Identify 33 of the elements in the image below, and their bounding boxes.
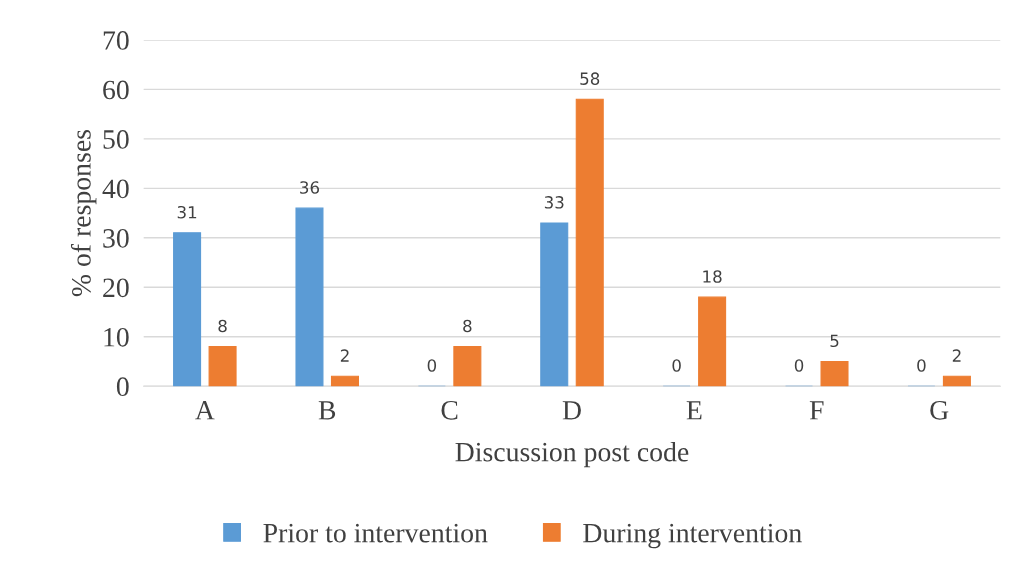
x-tick-label: C [441,400,458,420]
data-label: 2 [340,349,349,362]
data-label: 0 [794,359,804,372]
data-label: 8 [218,319,227,333]
x-tick-label: E [686,401,702,420]
x-tick-label: A [195,401,215,420]
data-label: 31 [177,205,197,219]
data-label: 0 [917,359,926,372]
x-tick-label: B [318,401,336,420]
data-label: 0 [672,359,681,372]
y-tick-label: 20 [103,278,129,298]
data-label: 33 [544,196,564,209]
legend-label: During intervention [583,523,802,549]
data-label: 0 [427,359,437,372]
data-label: 18 [703,270,722,283]
y-tick-label: 30 [103,228,129,248]
y-tick-label: 70 [103,31,129,50]
data-label: 8 [463,319,472,333]
data-label: 36 [300,181,320,194]
data-label: 2 [952,349,961,362]
x-axis-title: Discussion post code [455,441,689,468]
x-tick-label: G [930,400,949,420]
data-label: 5 [830,334,839,348]
x-tick-label: D [562,401,581,420]
y-tick-label: 40 [102,179,129,199]
y-axis-title: % of responses [70,129,97,297]
y-tick-label: 0 [116,377,129,397]
y-tick-label: 50 [103,130,129,149]
legend-label: Prior to intervention [263,523,488,543]
y-tick-label: 60 [103,80,129,100]
x-tick-label: F [809,401,824,420]
y-tick-label: 10 [104,327,129,347]
data-label: 58 [580,72,600,85]
